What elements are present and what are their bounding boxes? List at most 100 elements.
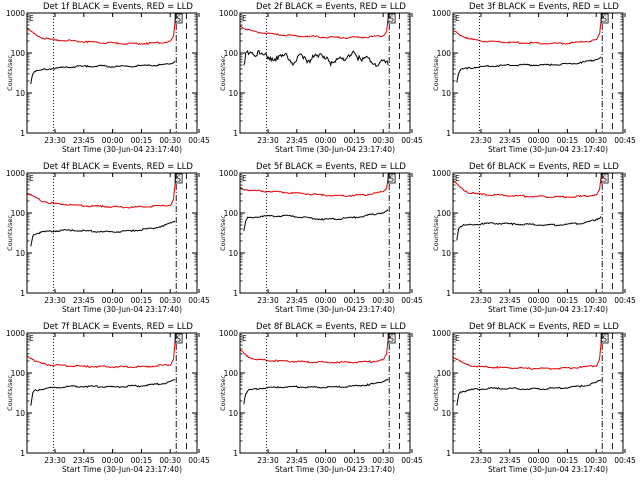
y-tick-label: 10	[228, 409, 238, 418]
y-tick-label: 1	[20, 449, 25, 458]
plot-frame	[239, 332, 411, 454]
x-axis-label: Start Time (30-Jun-04 23:17:40)	[275, 465, 395, 474]
y-axis-label: Counts/sec	[432, 375, 440, 411]
y-axis-label: Counts/sec	[6, 55, 14, 91]
corner-label-s: S	[389, 175, 394, 184]
x-tick-label: 00:00	[102, 456, 124, 465]
y-tick-label: 1000	[6, 9, 25, 18]
y-tick-label: 10	[441, 249, 451, 258]
chart-panel-2: Det 2f BLACK = Events, RED = LLD 1 10 100 10…	[219, 2, 423, 154]
y-tick-label: 1000	[432, 9, 451, 18]
x-tick-label: 00:30	[585, 456, 607, 465]
y-tick-label: 1000	[432, 329, 451, 338]
plot-frame	[452, 12, 624, 134]
x-tick-label: 23:45	[286, 136, 308, 145]
corner-box	[387, 173, 396, 184]
x-tick-label: 00:30	[159, 456, 181, 465]
x-axis-label: Start Time (30-Jun-04 23:17:40)	[275, 305, 395, 314]
series-line-lld	[26, 172, 177, 209]
corner-label-e: E	[242, 334, 247, 343]
chart-title: Det 8f BLACK = Events, RED = LLD	[256, 322, 406, 332]
series-line-events	[243, 49, 389, 68]
x-axis-label: Start Time (30-Jun-04 23:17:40)	[488, 465, 608, 474]
chart-title: Det 3f BLACK = Events, RED = LLD	[469, 2, 619, 12]
x-tick-label: 00:30	[372, 296, 394, 305]
corner-label-s: S	[389, 335, 394, 344]
x-tick-label: 00:00	[315, 136, 337, 145]
x-tick-label: 00:30	[159, 296, 181, 305]
x-axis-label: Start Time (30-Jun-04 23:17:40)	[62, 145, 182, 154]
y-tick-label: 1000	[6, 329, 25, 338]
x-tick-label: 00:45	[614, 456, 636, 465]
x-tick-label: 23:45	[73, 296, 95, 305]
x-tick-label: 00:00	[102, 296, 124, 305]
y-tick-label: 100	[224, 369, 239, 378]
corner-box	[387, 333, 396, 344]
y-tick-label: 1	[446, 129, 451, 138]
chart-panel-8: Det 8f BLACK = Events, RED = LLD 1 10 100 10…	[219, 322, 423, 474]
chart-title: Det 7f BLACK = Events, RED = LLD	[43, 322, 193, 332]
y-tick-label: 10	[15, 249, 25, 258]
y-tick-label: 100	[11, 49, 26, 58]
x-tick-label: 00:15	[131, 456, 153, 465]
corner-label-s: S	[176, 175, 181, 184]
y-tick-label: 100	[11, 209, 26, 218]
x-tick-label: 00:00	[315, 296, 337, 305]
y-tick-label: 1000	[219, 9, 238, 18]
y-tick-label: 100	[437, 49, 452, 58]
plot-frame	[239, 12, 411, 134]
y-tick-label: 10	[441, 89, 451, 98]
corner-box	[387, 13, 396, 24]
y-axis-label: Counts/sec	[219, 55, 227, 91]
x-tick-label: 23:30	[44, 136, 66, 145]
y-axis-label: Counts/sec	[6, 215, 14, 251]
y-axis-label: Counts/sec	[432, 215, 440, 251]
series-line-events	[456, 379, 602, 406]
y-tick-label: 100	[437, 369, 452, 378]
series-line-events	[456, 216, 602, 241]
series-line-events	[30, 379, 176, 406]
x-tick-label: 23:45	[499, 136, 521, 145]
series-line-events	[243, 209, 389, 232]
y-tick-label: 1	[233, 449, 238, 458]
x-tick-label: 00:15	[557, 456, 579, 465]
y-tick-label: 1	[233, 289, 238, 298]
chart-panel-7: Det 7f BLACK = Events, RED = LLD 1 10 100 10…	[6, 322, 210, 474]
x-tick-label: 00:30	[585, 296, 607, 305]
y-tick-label: 10	[441, 409, 451, 418]
y-tick-label: 1	[20, 129, 25, 138]
chart-title: Det 9f BLACK = Events, RED = LLD	[469, 322, 619, 332]
x-tick-label: 00:30	[372, 456, 394, 465]
y-tick-label: 1000	[219, 329, 238, 338]
corner-box	[174, 13, 183, 24]
corner-label-e: E	[29, 174, 34, 183]
corner-label-s: S	[176, 15, 181, 24]
x-tick-label: 00:45	[401, 456, 423, 465]
y-tick-label: 10	[15, 89, 25, 98]
plot-frame	[452, 172, 624, 294]
y-tick-label: 1	[20, 289, 25, 298]
y-tick-label: 1000	[6, 169, 25, 178]
x-tick-label: 23:30	[257, 136, 279, 145]
corner-box	[174, 333, 183, 344]
corner-label-e: E	[242, 14, 247, 23]
x-tick-label: 00:45	[401, 136, 423, 145]
series-line-events	[243, 378, 389, 405]
x-tick-label: 00:45	[401, 296, 423, 305]
x-tick-label: 00:30	[159, 136, 181, 145]
series-line-lld	[453, 172, 603, 199]
corner-label-e: E	[29, 334, 34, 343]
chart-panel-4: Det 4f BLACK = Events, RED = LLD 1 10 100 10…	[6, 162, 210, 314]
y-tick-label: 10	[15, 409, 25, 418]
corner-label-s: S	[602, 175, 607, 184]
x-tick-label: 00:45	[188, 456, 210, 465]
x-tick-label: 00:00	[102, 136, 124, 145]
x-tick-label: 00:45	[188, 136, 210, 145]
x-tick-label: 23:45	[286, 296, 308, 305]
x-axis-label: Start Time (30-Jun-04 23:17:40)	[275, 145, 395, 154]
x-tick-label: 00:15	[131, 296, 153, 305]
chart-title: Det 4f BLACK = Events, RED = LLD	[43, 162, 193, 172]
x-tick-label: 00:15	[344, 456, 366, 465]
